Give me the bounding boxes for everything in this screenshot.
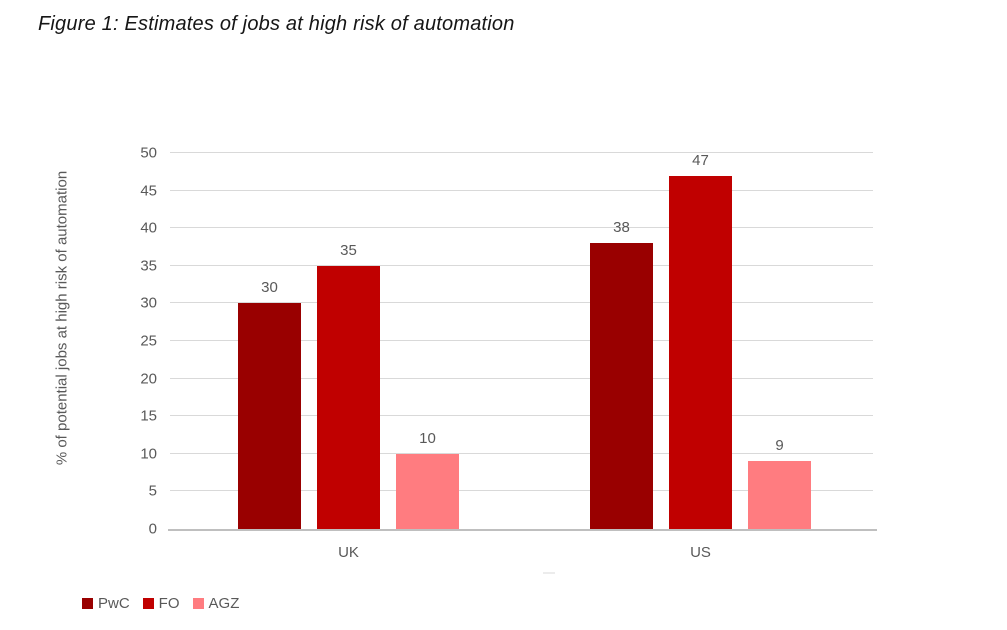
legend-item-fo: FO	[142, 595, 180, 612]
y-tick-label-30: 30	[140, 294, 157, 312]
legend-label-fo: FO	[158, 595, 180, 612]
gridline-45	[170, 189, 873, 191]
bar-fo-us	[669, 175, 732, 529]
legend-label-pwc: PwC	[98, 595, 130, 612]
y-tick-label-15: 15	[140, 407, 157, 425]
x-axis-line	[168, 529, 877, 531]
y-tick-label-40: 40	[140, 219, 157, 237]
y-axis-title: % of potential jobs at high risk of auto…	[53, 170, 71, 466]
bar-value-pwc-us: 38	[613, 219, 630, 237]
bar-value-pwc-uk: 30	[261, 279, 278, 297]
y-tick-label-35: 35	[140, 257, 157, 275]
legend-swatch-agz	[192, 598, 204, 609]
plot-area: 0 5 10 15 20 25 30 35 40 45 50 30 35 10 UK 38 47 9 US	[140, 145, 873, 561]
gridline-25	[170, 340, 873, 341]
y-tick-label-45: 45	[140, 182, 157, 200]
gridline-15	[170, 415, 873, 417]
figure-title: Figure 1: Estimates of jobs at high risk…	[38, 13, 515, 35]
gridline-40	[170, 227, 873, 229]
y-tick-label-5: 5	[148, 482, 157, 500]
legend-swatch-fo	[142, 598, 154, 609]
y-tick-label-10: 10	[140, 445, 157, 463]
legend-swatch-pwc	[82, 598, 93, 609]
bar-agz-us	[748, 461, 811, 529]
bar-pwc-us	[590, 243, 653, 529]
faint-smudge	[543, 572, 555, 574]
gridline-5	[170, 490, 873, 492]
gridline-30	[170, 302, 873, 304]
bar-value-fo-uk: 35	[340, 241, 357, 259]
legend-label-agz: AGZ	[208, 595, 240, 612]
y-tick-label-50: 50	[140, 144, 157, 162]
gridline-35	[170, 264, 873, 266]
bar-value-agz-uk: 10	[419, 429, 436, 447]
y-tick-label-20: 20	[140, 370, 157, 388]
bar-fo-uk	[317, 265, 380, 529]
bar-value-fo-us: 47	[692, 151, 709, 169]
gridline-10	[170, 452, 873, 454]
x-category-label-uk: UK	[338, 544, 359, 561]
x-category-label-us: US	[690, 544, 711, 561]
legend: PwC FO AGZ	[82, 595, 239, 612]
legend-item-pwc: PwC	[82, 595, 130, 612]
bar-value-agz-us: 9	[775, 437, 784, 455]
gridline-20	[170, 377, 873, 379]
legend-item-agz: AGZ	[192, 595, 240, 612]
y-tick-label-25: 25	[140, 332, 157, 350]
gridline-50	[170, 152, 873, 153]
y-tick-label-0: 0	[148, 520, 157, 538]
bar-pwc-uk	[238, 303, 301, 529]
bar-agz-uk	[396, 453, 459, 529]
